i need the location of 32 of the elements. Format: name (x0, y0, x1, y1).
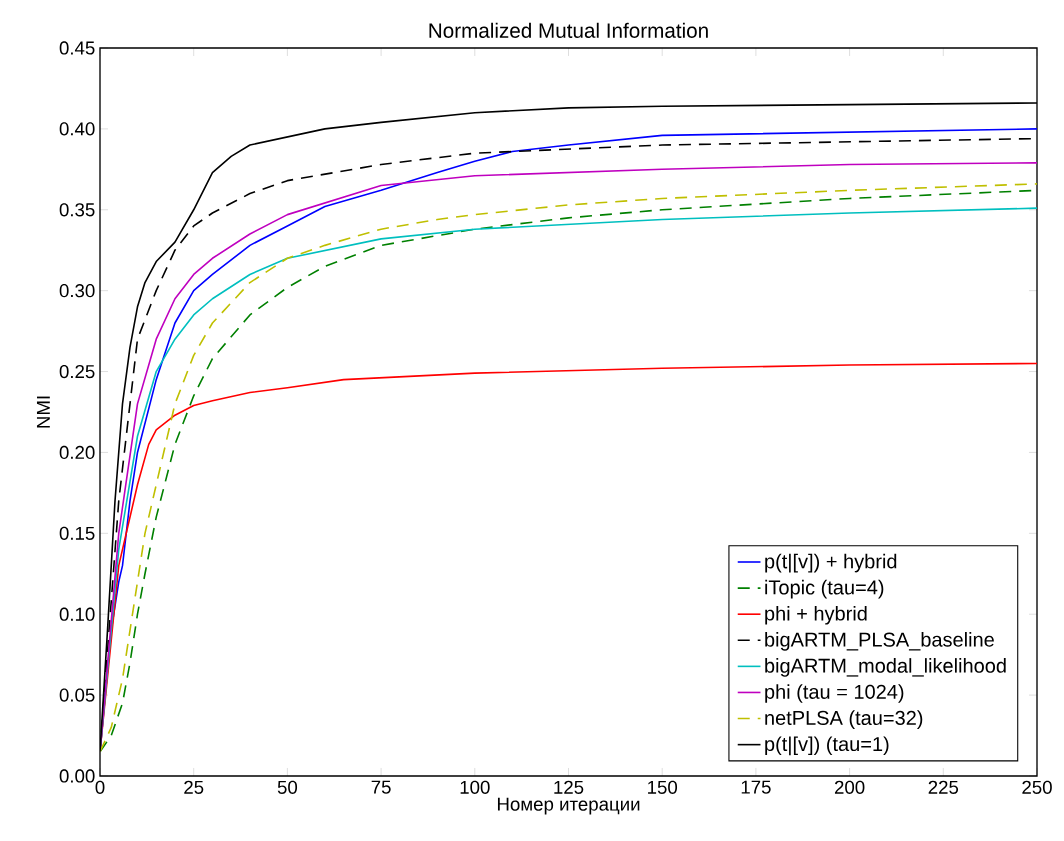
legend-label: bigARTM_modal_likelihood (765, 658, 1006, 677)
x-axis-title: Номер итерации (497, 797, 640, 815)
x-tick-label: 175 (741, 780, 771, 794)
x-tick-label: 50 (277, 780, 298, 794)
y-tick-label: 0.10 (59, 607, 95, 621)
y-tick-label: 0.30 (59, 284, 95, 298)
x-tick-label: 0 (95, 780, 105, 794)
y-tick-label: 0.25 (59, 364, 95, 379)
x-tick-label: 225 (928, 780, 959, 794)
chart-title: Normalized Mutual Information (429, 22, 708, 38)
legend-label: phi + hybrid (765, 605, 867, 625)
y-tick-label: 0.05 (59, 688, 95, 702)
x-tick-label: 125 (554, 780, 584, 794)
y-axis-title: NMI (36, 396, 50, 428)
legend-label: iTopic (tau=4) (765, 579, 884, 599)
legend-label: p(t|[v]) + hybrid (765, 553, 897, 573)
legend-label: phi (tau = 1024) (765, 684, 904, 703)
legend-label: p(t|[v]) (tau=1) (765, 736, 889, 756)
y-tick-label: 0.20 (59, 445, 95, 460)
x-tick-label: 250 (1022, 780, 1052, 794)
legend-label: bigARTM_PLSA_baseline (765, 632, 994, 651)
y-tick-label: 0.45 (59, 41, 95, 55)
y-tick-label: 0.15 (59, 526, 95, 540)
y-tick-label: 0.40 (59, 122, 95, 136)
x-tick-label: 200 (834, 780, 865, 794)
y-tick-label: 0.35 (59, 203, 95, 217)
x-tick-label: 75 (371, 780, 391, 794)
x-tick-label: 100 (460, 780, 490, 794)
x-tick-label: 25 (184, 780, 204, 794)
y-tick-label: 0.00 (59, 769, 95, 783)
x-tick-label: 150 (648, 780, 678, 794)
legend-label: netPLSA (tau=32) (765, 710, 923, 729)
